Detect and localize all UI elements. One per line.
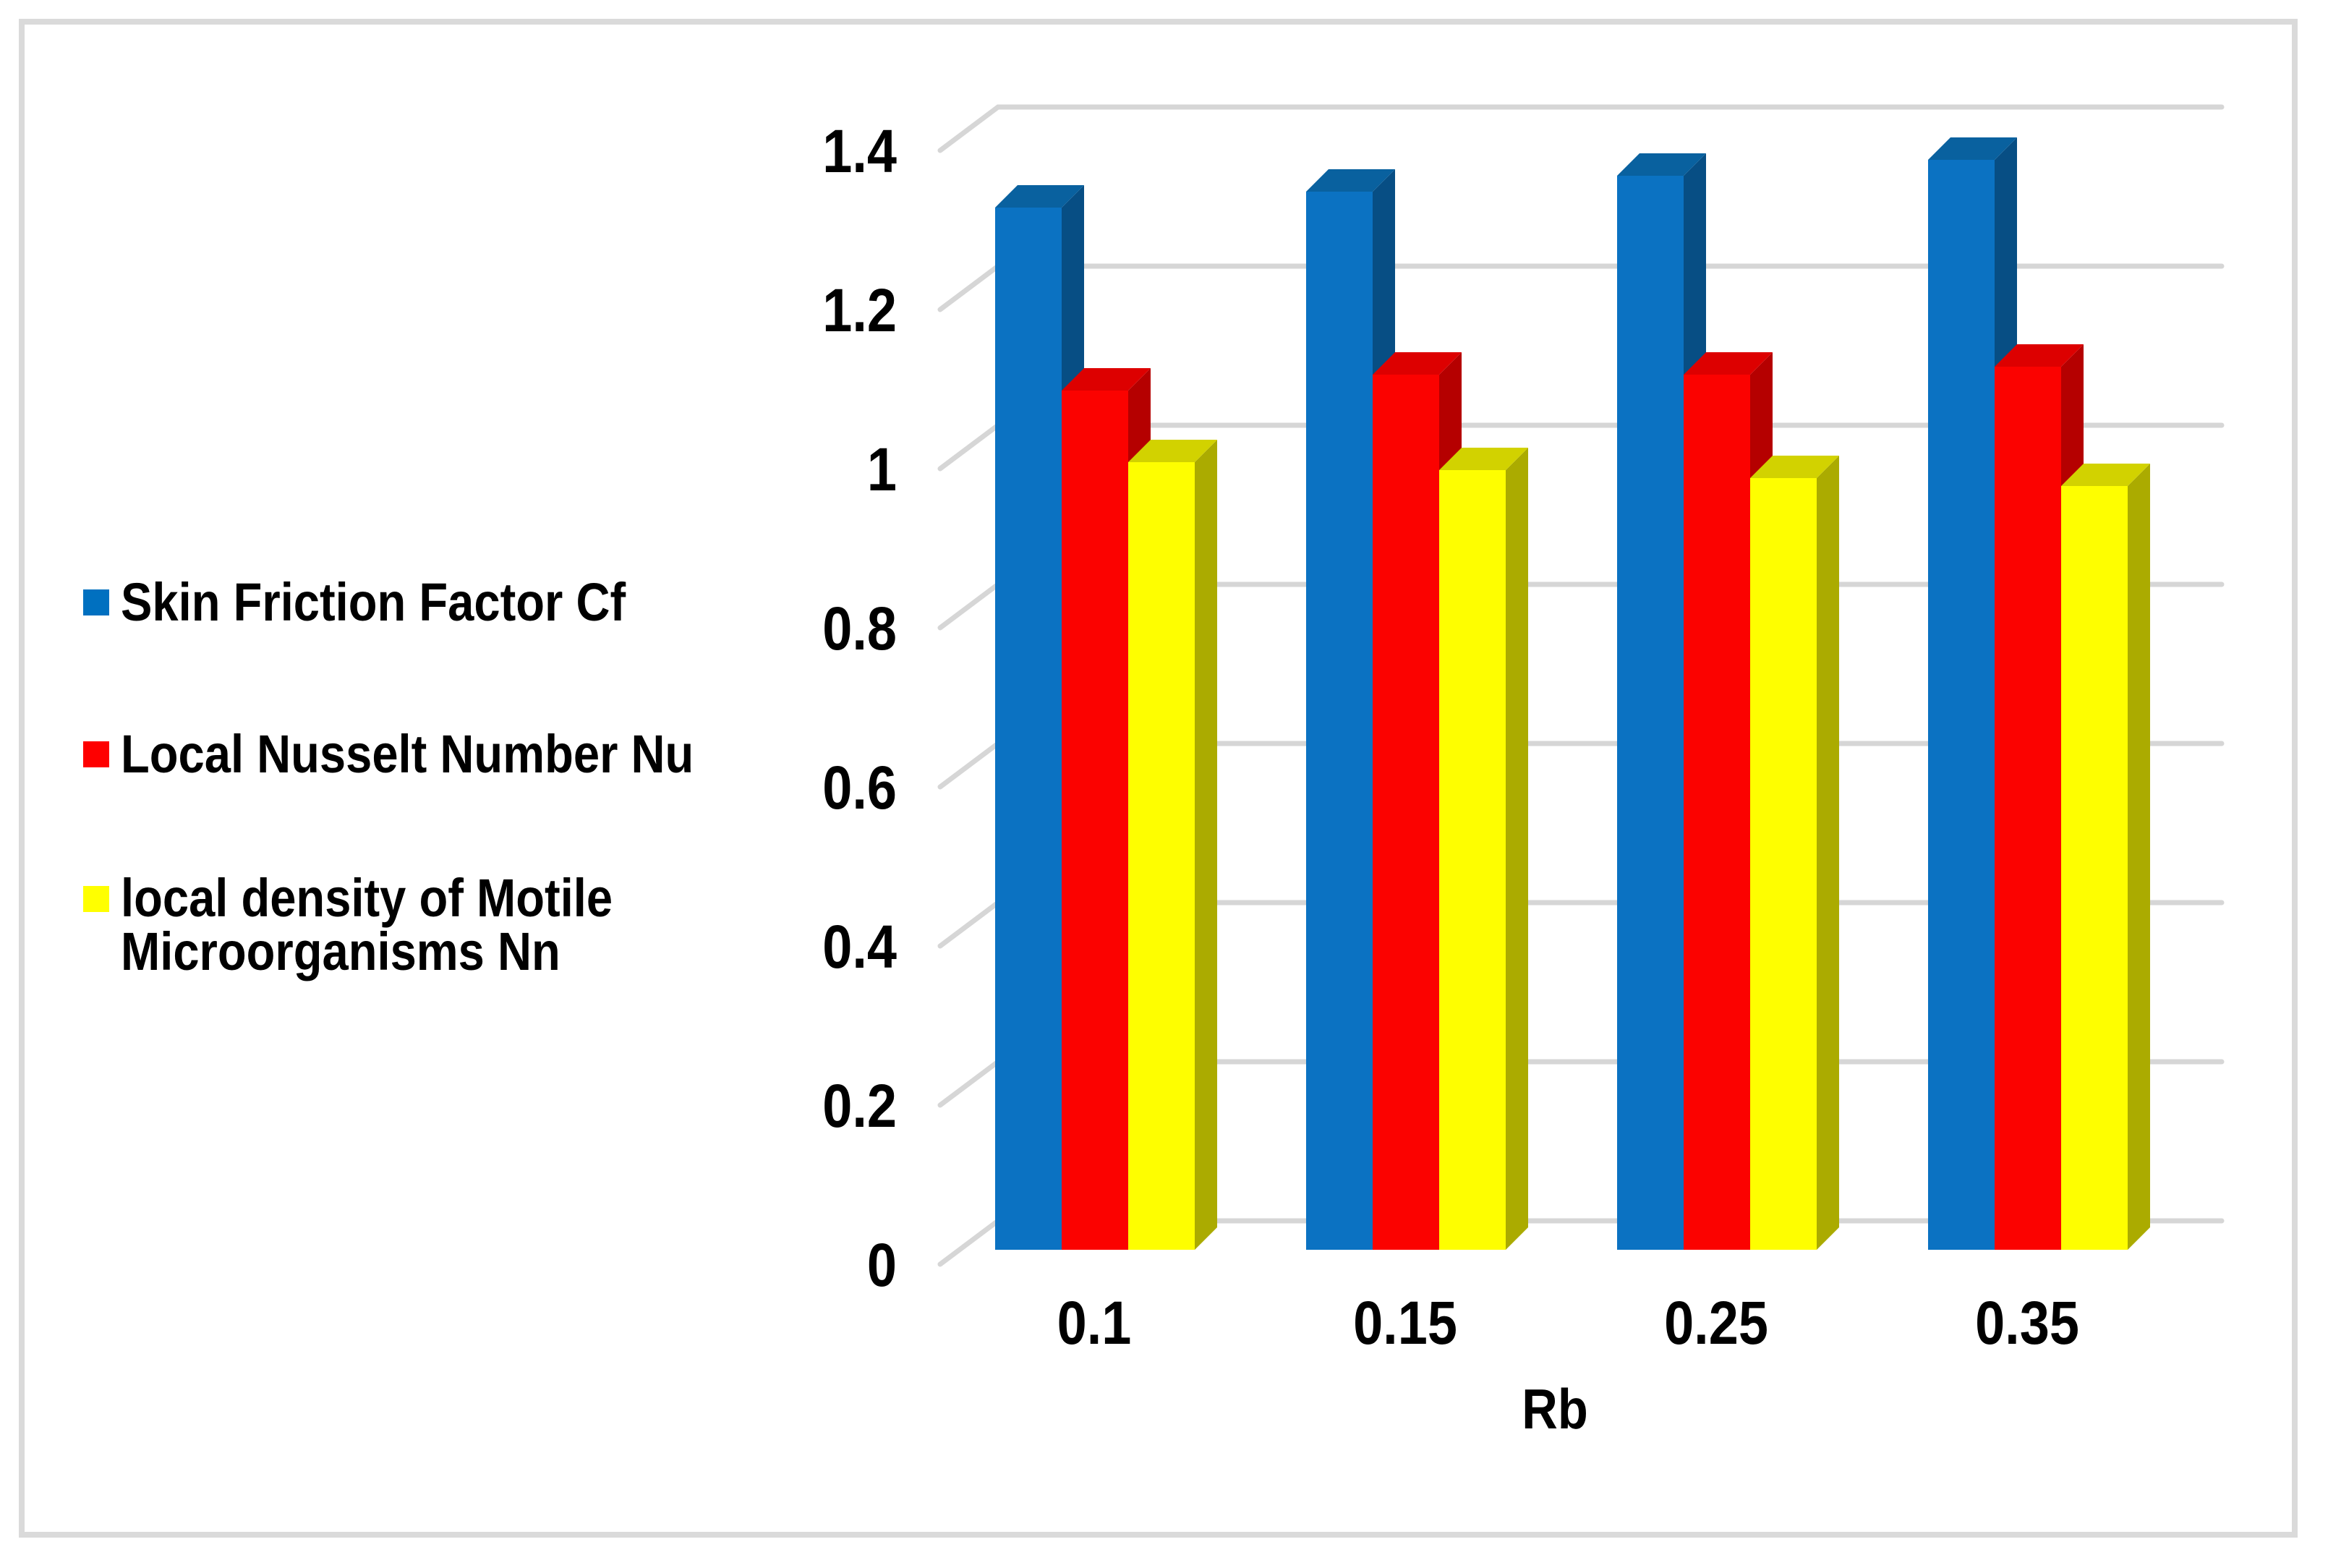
bar-s1-c3-top (1995, 344, 2084, 367)
legend-label: Local Nusselt Number Nu (121, 724, 694, 784)
y-tick-label-0: 0 (867, 1231, 897, 1299)
bar-s2-c0-front (1128, 462, 1195, 1250)
bar-s0-c3-front (1928, 160, 1995, 1250)
bar-s2-c1-top (1439, 448, 1528, 470)
bar-s1-c1-front (1373, 375, 1439, 1250)
bar-s1-c1-top (1373, 352, 1462, 375)
y-tick-label-0.2: 0.2 (822, 1072, 897, 1140)
y-tick-label-1: 1 (867, 435, 897, 503)
gridline-1.4 (937, 104, 2225, 153)
bars (995, 137, 2150, 1250)
bar-s1-c3-front (1995, 367, 2061, 1250)
bar-s2-c2-top (1750, 456, 1839, 478)
legend-item-nusselt: Local Nusselt Number Nu (83, 724, 694, 784)
legend-label: Skin Friction Factor Cf (121, 572, 626, 632)
bar-s1-c0-front (1062, 391, 1128, 1250)
legend-item-skin-friction: Skin Friction Factor Cf (83, 572, 626, 632)
bar-s1-c2-top (1684, 352, 1773, 375)
bar-s2-c3-front (2061, 486, 2128, 1250)
legend-marker-red (83, 741, 109, 767)
legend-marker-yellow (83, 886, 109, 912)
x-category-label-0.1: 0.1 (1057, 1289, 1132, 1357)
legend-item-motile-density: local density of Motile Microorganisms N… (83, 868, 613, 981)
legend-marker-blue (83, 589, 109, 615)
bar-s0-c3-top (1928, 137, 2017, 160)
x-category-label-0.15: 0.15 (1353, 1289, 1457, 1357)
bar-s0-c0-top (995, 185, 1084, 208)
bar-s2-c1-side (1506, 448, 1528, 1250)
y-tick-label-0.6: 0.6 (822, 754, 897, 822)
x-axis-title: Rb (1522, 1377, 1587, 1441)
x-category-label-0.35: 0.35 (1975, 1289, 2079, 1357)
y-tick-label-0.8: 0.8 (822, 595, 897, 662)
y-tick-label-0.4: 0.4 (822, 913, 897, 981)
bar-s1-c2-front (1684, 375, 1750, 1250)
bar-s2-c3-top (2061, 464, 2150, 486)
legend-label-line2: Microorganisms Nn (121, 921, 560, 981)
y-tick-label-1.4: 1.4 (822, 117, 897, 185)
bar-s1-c0-top (1062, 368, 1151, 391)
bar-s2-c0-side (1195, 440, 1217, 1250)
bar-s0-c1-front (1306, 192, 1373, 1250)
bar-s2-c0-top (1128, 440, 1217, 462)
legend: Skin Friction Factor Cf Local Nusselt Nu… (83, 572, 694, 981)
legend-label-line1: local density of Motile (121, 868, 613, 928)
bar-s2-c1-front (1439, 470, 1506, 1250)
x-category-label-0.25: 0.25 (1664, 1289, 1768, 1357)
gridline-1.2 (937, 263, 2225, 312)
bar-s0-c2-front (1617, 176, 1684, 1250)
y-axis-tick-labels: 0 0.2 0.4 0.6 0.8 1 1.2 1.4 (822, 117, 897, 1299)
y-tick-label-1.2: 1.2 (822, 276, 897, 344)
bar-s2-c2-side (1817, 456, 1839, 1250)
bar-s2-c2-front (1750, 478, 1817, 1250)
bar-s0-c0-front (995, 208, 1062, 1250)
bar-s2-c3-side (2128, 464, 2150, 1250)
bar-s0-c1-top (1306, 169, 1395, 192)
bar-s0-c2-top (1617, 153, 1706, 176)
x-axis-category-labels: 0.1 0.15 0.25 0.35 (1057, 1289, 2079, 1357)
